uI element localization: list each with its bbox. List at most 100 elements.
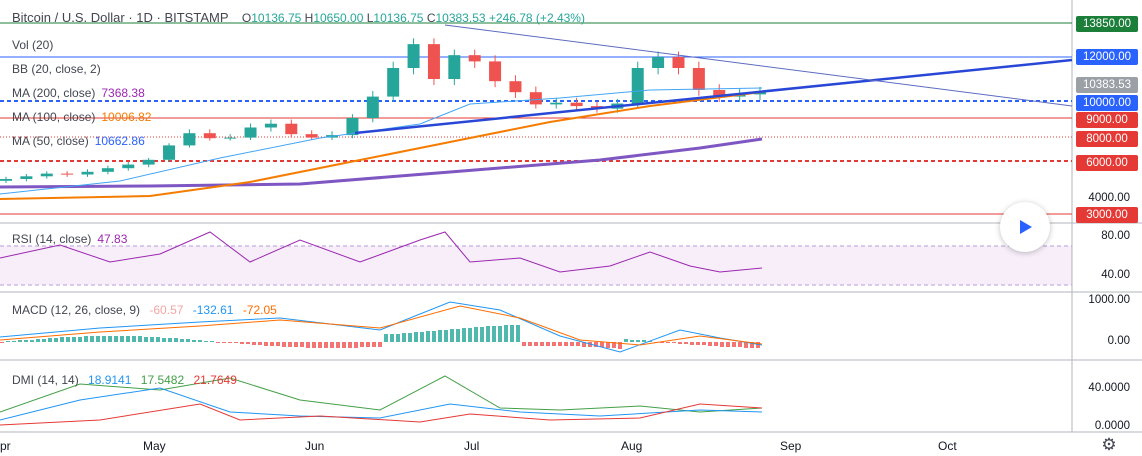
macd-histogram-bar	[300, 342, 304, 347]
macd-histogram-bar	[30, 340, 34, 342]
macd-histogram-bar	[126, 336, 130, 342]
macd-histogram-bar	[192, 340, 196, 342]
macd-histogram-bar	[564, 342, 568, 346]
macd-histogram-bar	[60, 337, 64, 342]
rsi-legend[interactable]: RSI (14, close) 47.83	[12, 232, 133, 246]
macd-histogram-bar	[510, 325, 514, 342]
bb-legend[interactable]: BB (20, close, 2)	[12, 62, 101, 76]
macd-histogram-bar	[756, 342, 760, 348]
macd-histogram-bar	[186, 339, 190, 342]
macd-histogram-bar	[498, 326, 502, 342]
macd-histogram-bar	[672, 342, 676, 343]
macd-histogram-bar	[120, 336, 124, 342]
macd-legend[interactable]: MACD (12, 26, close, 9) -60.57 -132.61 -…	[12, 303, 283, 317]
macd-histogram-bar	[270, 342, 274, 346]
macd-histogram-bar	[138, 336, 142, 342]
price-tag-6000: 6000.00	[1076, 155, 1138, 171]
macd-histogram-bar	[324, 342, 328, 348]
ma200-line	[0, 137, 763, 189]
macd-signal-value: -72.05	[242, 303, 277, 317]
candle-body	[285, 123, 298, 135]
macd-histogram-bar	[234, 342, 238, 343]
candle-body	[264, 123, 277, 128]
macd-histogram-bar	[480, 327, 484, 342]
vol-legend[interactable]: Vol (20)	[12, 38, 54, 52]
close-value: 10383.53	[435, 11, 486, 25]
ma100-legend[interactable]: MA (100, close) 10006.82	[12, 110, 157, 124]
macd-histogram-bar	[630, 340, 634, 342]
candle-body	[550, 102, 563, 105]
dmi-plus-line	[0, 387, 763, 421]
dmi-minus-value: 17.5482	[140, 373, 185, 387]
candle-body	[183, 133, 196, 146]
rsi-line	[0, 231, 763, 273]
gear-icon[interactable]: ⚙	[1101, 435, 1117, 454]
macd-histogram-bar	[360, 342, 364, 347]
macd-histogram-bar	[156, 337, 160, 342]
macd-histogram-bar	[444, 330, 448, 342]
ma100-line	[0, 91, 763, 200]
macd-histogram-bar	[516, 325, 520, 342]
candle-body	[509, 81, 522, 93]
candle-body	[346, 118, 359, 136]
macd-histogram-bar	[174, 338, 178, 342]
candle-body	[101, 168, 114, 172]
replay-play-button[interactable]	[1000, 202, 1050, 252]
x-label-aug: Aug	[621, 439, 643, 453]
dmi-legend[interactable]: DMI (14, 14) 18.9141 17.5482 21.7649	[12, 373, 243, 387]
symbol-name[interactable]: Bitcoin / U.S. Dollar	[12, 10, 125, 25]
macd-histogram-bar	[612, 342, 616, 348]
interval[interactable]: 1D	[136, 10, 153, 25]
price-tag-8000: 8000.00	[1076, 131, 1138, 147]
macd-histogram-bar	[108, 336, 112, 342]
candle-body	[366, 96, 379, 118]
macd-histogram-bar	[450, 329, 454, 342]
candle-body	[713, 90, 726, 97]
ma200-label: MA (200, close)	[12, 86, 96, 100]
macd-histogram-bar	[504, 325, 508, 342]
macd-histogram-bar	[348, 342, 352, 348]
macd-histogram-bar	[606, 342, 610, 348]
macd-histogram-bar	[402, 333, 406, 342]
rsi-band	[0, 246, 1072, 285]
price-tag-10000: 10000.00	[1076, 95, 1138, 111]
exchange: BITSTAMP	[164, 10, 229, 25]
candle-body	[142, 159, 155, 165]
dmi-adx-value: 21.7649	[193, 373, 237, 387]
macd-histogram-bar	[210, 341, 214, 342]
rsi-value: 47.83	[97, 232, 128, 246]
ma50-legend[interactable]: MA (50, close) 10662.86	[12, 134, 151, 148]
macd-histogram-bar	[12, 341, 16, 342]
price-tag-9000: 9000.00	[1076, 112, 1138, 128]
macd-histogram-bar	[72, 337, 76, 342]
macd-histogram-bar	[462, 328, 466, 342]
macd-histogram-bar	[312, 342, 316, 348]
macd-histogram-bar	[48, 338, 52, 342]
candle-body	[122, 164, 135, 169]
macd-axis-1000: 1000.00	[1088, 294, 1130, 306]
rsi-axis-80: 80.00	[1101, 230, 1130, 242]
dmi-minus-line	[0, 375, 763, 413]
macd-histogram-bar	[432, 331, 436, 342]
macd-line	[0, 301, 763, 353]
price-tag-12000: 12000.00	[1076, 49, 1138, 65]
macd-histogram-bar	[468, 328, 472, 342]
macd-histogram-bar	[240, 342, 244, 344]
x-label-apr: pr	[0, 439, 11, 453]
candle-body	[692, 68, 705, 90]
macd-histogram-bar	[414, 332, 418, 342]
high-value: 10650.00	[313, 11, 364, 25]
macd-histogram-bar	[534, 342, 538, 346]
candle-body	[427, 44, 440, 79]
macd-histogram-bar	[276, 342, 280, 346]
ma200-legend[interactable]: MA (200, close) 7368.38	[12, 86, 151, 100]
macd-histogram-bar	[546, 342, 550, 346]
macd-histogram-bar	[150, 337, 154, 342]
macd-histogram-bar	[252, 342, 256, 345]
ma100-value: 10006.82	[101, 110, 152, 124]
macd-histogram-bar	[714, 342, 718, 346]
macd-histogram-bar	[684, 342, 688, 344]
macd-histogram-bar	[420, 332, 424, 342]
macd-histogram-bar	[198, 340, 202, 342]
